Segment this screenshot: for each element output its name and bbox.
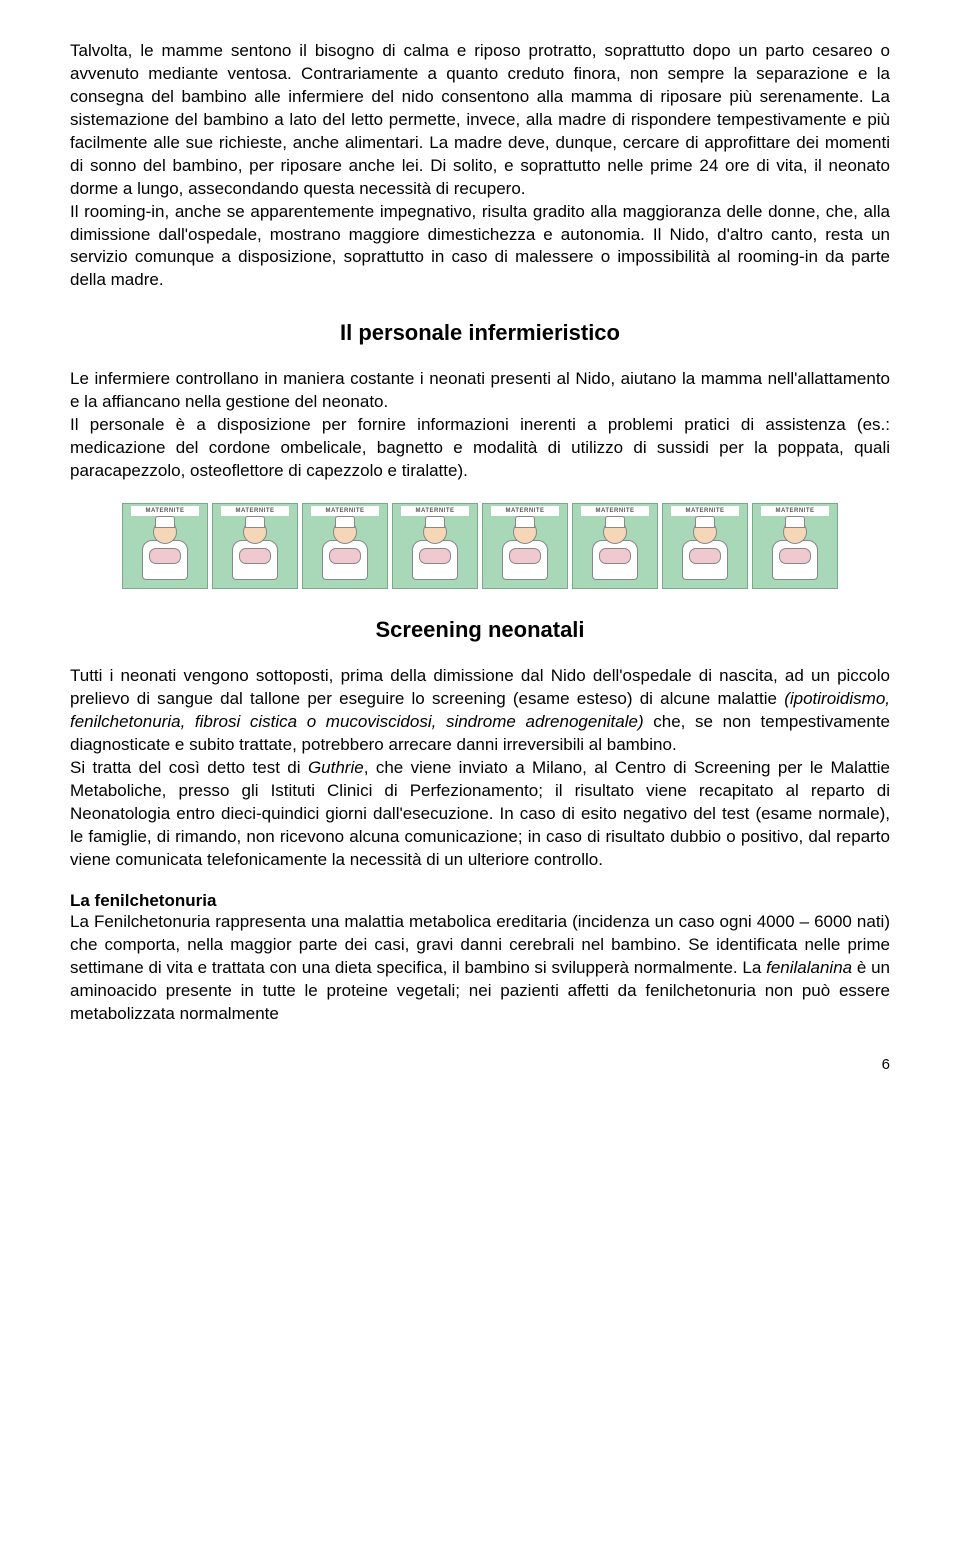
maternite-label: MATERNITE [761,506,829,516]
paragraph-screening-1: Tutti i neonati vengono sottoposti, prim… [70,665,890,757]
text: Il rooming-in, anche se apparentemente i… [70,202,890,290]
maternite-label: MATERNITE [581,506,649,516]
paragraph-screening-2: Si tratta del così detto test di Guthrie… [70,757,890,872]
nurse-illustration: MATERNITE [482,503,568,589]
maternite-label: MATERNITE [221,506,289,516]
nurse-figure [500,520,550,580]
page-number: 6 [70,1056,890,1073]
maternite-label: MATERNITE [671,506,739,516]
paragraph-intro-1: Talvolta, le mamme sentono il bisogno di… [70,40,890,201]
nurse-figure [140,520,190,580]
nurse-illustration: MATERNITE [212,503,298,589]
nurse-illustration: MATERNITE [752,503,838,589]
paragraph-personale-1: Le infermiere controllano in maniera cos… [70,368,890,414]
text: Il personale è a disposizione per fornir… [70,415,890,480]
paragraph-personale-2: Il personale è a disposizione per fornir… [70,414,890,483]
text: Le infermiere controllano in maniera cos… [70,369,890,411]
text: Talvolta, le mamme sentono il bisogno di… [70,41,890,198]
maternite-label: MATERNITE [131,506,199,516]
nurse-figure [770,520,820,580]
subheading-fenilchetonuria: La fenilchetonuria [70,891,890,911]
paragraph-fenilchetonuria: La Fenilchetonuria rappresenta una malat… [70,911,890,1026]
nurse-illustration: MATERNITE [302,503,388,589]
text-a: Tutti i neonati vengono sottoposti, prim… [70,666,890,708]
nurse-figure [590,520,640,580]
maternite-label: MATERNITE [401,506,469,516]
paragraph-intro-2: Il rooming-in, anche se apparentemente i… [70,201,890,293]
maternite-label: MATERNITE [311,506,379,516]
maternite-label: MATERNITE [491,506,559,516]
nurse-illustration: MATERNITE [572,503,658,589]
nurse-illustration: MATERNITE [392,503,478,589]
text-italic: fenilalanina [766,958,852,977]
nurse-illustration: MATERNITE [662,503,748,589]
nurse-figure [230,520,280,580]
document-page: Talvolta, le mamme sentono il bisogno di… [0,0,960,1103]
nurse-figure [410,520,460,580]
nurse-images-row: MATERNITE MATERNITE MATERNITE MATERNITE MATE… [70,503,890,589]
nurse-figure [320,520,370,580]
nurse-illustration: MATERNITE [122,503,208,589]
heading-screening: Screening neonatali [70,617,890,643]
text-a: Si tratta del così detto test di [70,758,308,777]
nurse-figure [680,520,730,580]
text-italic: Guthrie [308,758,364,777]
heading-personale: Il personale infermieristico [70,320,890,346]
